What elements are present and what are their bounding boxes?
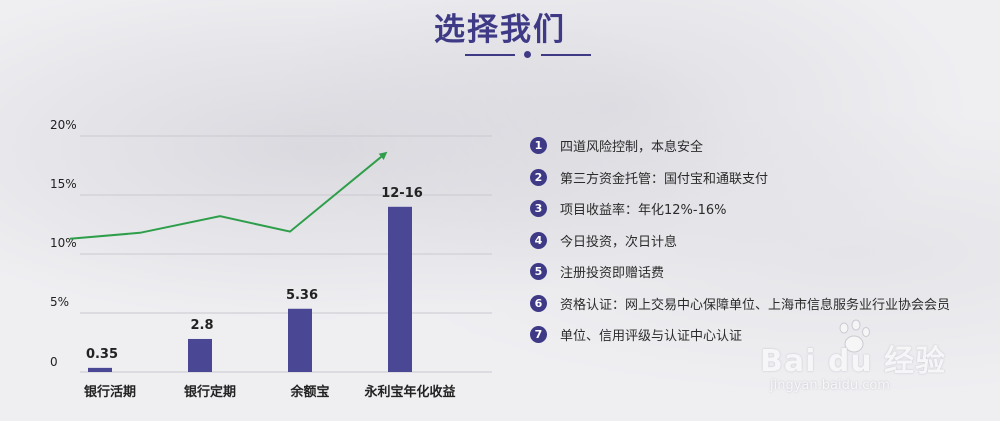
feature-item: 5 注册投资即赠话费 (530, 256, 950, 288)
bar-value-label: 2.8 (190, 318, 213, 333)
feature-text: 资格认证：网上交易中心保障单位、上海市信息服务业行业协会会员 (560, 297, 951, 313)
bar (188, 338, 212, 372)
feature-text: 四道风险控制，本息安全 (560, 140, 704, 156)
y-axis-ticks: 0 5% 10% 15% 20% (50, 118, 77, 369)
y-tick-label: 20% (50, 118, 77, 132)
bar (88, 367, 112, 372)
bar-value-label: 0.35 (86, 347, 118, 362)
feature-list: 1 四道风险控制，本息安全 2 第三方资金托管：国付宝和通联支付 3 项目收益率：年化12… (530, 130, 950, 351)
bar-value-labels: 0.35 2.8 5.36 12-16 (86, 186, 423, 362)
feature-number-badge: 4 (530, 231, 547, 249)
chart-bars (88, 206, 412, 372)
feature-item: 7 单位、信用评级与认证中心认证 (530, 319, 950, 351)
y-tick-label: 0 (50, 355, 58, 369)
feature-number-badge: 2 (530, 168, 547, 186)
bar-value-label: 5.36 (286, 288, 318, 303)
page-title: 选择我们 (434, 12, 566, 48)
feature-text: 注册投资即赠话费 (560, 266, 665, 282)
chart-gridlines (80, 135, 492, 373)
feature-text: 第三方资金托管：国付宝和通联支付 (560, 171, 769, 187)
y-tick-label: 15% (50, 177, 77, 191)
x-axis-ticks: 银行活期 银行定期 余额宝 永利宝年化收益 (84, 384, 456, 400)
baidu-jingyan-watermark: Bai du 经验 jingyan.baidu.com (760, 318, 990, 408)
feature-item: 2 第三方资金托管：国付宝和通联支付 (530, 162, 950, 194)
bar (288, 308, 312, 372)
x-tick-label: 余额宝 (289, 384, 329, 400)
feature-text: 单位、信用评级与认证中心认证 (560, 329, 743, 345)
feature-item: 6 资格认证：网上交易中心保障单位、上海市信息服务业行业协会会员 (530, 288, 950, 320)
feature-number-badge: 6 (530, 294, 547, 312)
x-tick-label: 银行定期 (184, 384, 236, 400)
x-tick-label: 银行活期 (84, 384, 136, 400)
feature-number-badge: 1 (530, 137, 547, 155)
trend-line (69, 151, 388, 240)
trend-line-path (69, 151, 388, 240)
bar-value-label: 12-16 (381, 186, 423, 201)
y-tick-label: 10% (50, 236, 77, 250)
feature-text: 今日投资，次日计息 (560, 234, 678, 250)
feature-text: 项目收益率：年化12%-16% (560, 203, 727, 219)
watermark-url: jingyan.baidu.com (770, 378, 890, 393)
feature-item: 1 四道风险控制，本息安全 (530, 130, 950, 162)
feature-item: 4 今日投资，次日计息 (530, 225, 950, 257)
bar (388, 206, 412, 372)
paw-icon (839, 319, 870, 353)
y-tick-label: 5% (50, 295, 69, 309)
watermark-logo: Bai du 经验 (760, 344, 947, 379)
feature-number-badge: 5 (530, 263, 547, 281)
feature-number-badge: 7 (530, 326, 547, 344)
title-decoration (465, 50, 595, 60)
x-tick-label: 永利宝年化收益 (363, 384, 455, 400)
feature-item: 3 项目收益率：年化12%-16% (530, 193, 950, 225)
feature-number-badge: 3 (530, 200, 547, 218)
